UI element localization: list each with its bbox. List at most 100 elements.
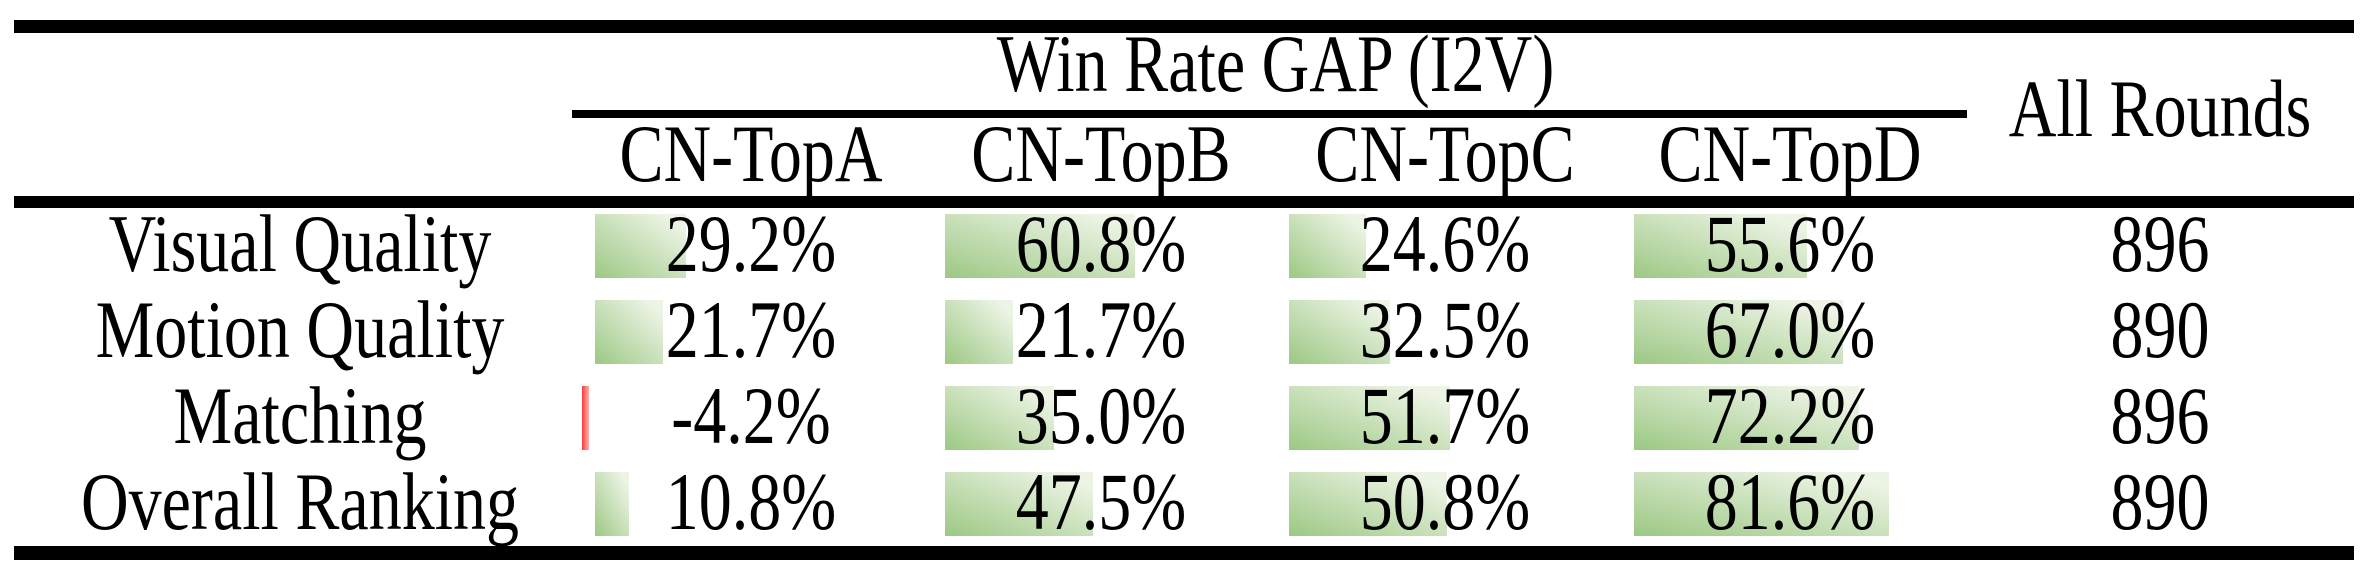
value-text: 47.5% [945, 457, 1257, 548]
value-cell: 35.0% [945, 371, 1257, 462]
value-label: 72.2% [1704, 371, 1876, 462]
value-label: 32.5% [1359, 285, 1531, 376]
column-header-cn-topa: CN-TopA [595, 109, 907, 200]
row-label: Matching [40, 371, 560, 462]
table-row: Motion Quality 21.7% 21.7% 32.5% 67.0% 8… [0, 285, 2374, 376]
value-cell: 21.7% [595, 285, 907, 376]
all-rounds-header-label: All Rounds [2008, 64, 2312, 155]
win-rate-data-bar [1289, 386, 1450, 450]
win-rate-data-bar [595, 472, 629, 536]
value-text: 72.2% [1634, 371, 1946, 462]
win-rate-data-bar [582, 386, 589, 450]
table-top-rule [14, 20, 2354, 33]
value-text: 32.5% [1289, 285, 1601, 376]
value-label: 55.6% [1704, 199, 1876, 290]
value-cell: 55.6% [1634, 199, 1946, 290]
win-rate-data-bar [1634, 300, 1843, 364]
value-label: 50.8% [1359, 457, 1531, 548]
row-label-text: Overall Ranking [80, 457, 520, 548]
all-rounds-cell: 890 [1990, 285, 2330, 376]
table-row: Matching -4.2% 35.0% 51.7% 72.2% 896 [0, 371, 2374, 462]
win-rate-data-bar [945, 300, 1013, 364]
all-rounds-cell: 890 [1990, 457, 2330, 548]
column-header-cn-topd: CN-TopD [1634, 109, 1946, 200]
table-bottom-rule [14, 546, 2354, 560]
column-header-cn-topb: CN-TopB [945, 109, 1257, 200]
value-text: 21.7% [945, 285, 1257, 376]
value-text: 67.0% [1634, 285, 1946, 376]
table-row: Visual Quality 29.2% 60.8% 24.6% 55.6% 8… [0, 199, 2374, 290]
value-label: 21.7% [665, 285, 837, 376]
group-header: Win Rate GAP (I2V) [578, 19, 1973, 110]
value-cell: 72.2% [1634, 371, 1946, 462]
value-text: 10.8% [595, 457, 907, 548]
value-label: 29.2% [665, 199, 837, 290]
value-text: 60.8% [945, 199, 1257, 290]
row-label: Visual Quality [40, 199, 560, 290]
value-cell: 21.7% [945, 285, 1257, 376]
value-label: 67.0% [1704, 285, 1876, 376]
value-text: 24.6% [1289, 199, 1601, 290]
value-cell: 32.5% [1289, 285, 1601, 376]
all-rounds-cell: 896 [1990, 199, 2330, 290]
value-cell: -4.2% [582, 371, 907, 462]
win-rate-data-bar [945, 214, 1135, 278]
value-text: 50.8% [1289, 457, 1601, 548]
win-rate-data-bar [1289, 300, 1390, 364]
row-label-text: Visual Quality [108, 199, 492, 290]
all-rounds-header: All Rounds [1990, 64, 2330, 155]
all-rounds-value: 896 [2110, 199, 2210, 290]
column-header-cn-topc: CN-TopC [1289, 109, 1601, 200]
value-label: 47.5% [1015, 457, 1187, 548]
group-header-label: Win Rate GAP (I2V) [996, 19, 1555, 110]
value-label: 24.6% [1359, 199, 1531, 290]
row-label-text: Matching [173, 371, 427, 462]
row-label-text: Motion Quality [95, 285, 505, 376]
all-rounds-cell: 896 [1990, 371, 2330, 462]
win-rate-data-bar [945, 386, 1054, 450]
win-rate-data-bar [945, 472, 1093, 536]
value-cell: 24.6% [1289, 199, 1601, 290]
value-label: 51.7% [1359, 371, 1531, 462]
value-text: 55.6% [1634, 199, 1946, 290]
value-text: 81.6% [1634, 457, 1946, 548]
all-rounds-value: 890 [2110, 285, 2210, 376]
value-cell: 50.8% [1289, 457, 1601, 548]
value-cell: 10.8% [595, 457, 907, 548]
value-cell: 29.2% [595, 199, 907, 290]
table-header-rule [14, 196, 2354, 208]
value-text: 29.2% [595, 199, 907, 290]
value-cell: 81.6% [1634, 457, 1946, 548]
win-rate-data-bar [1634, 472, 1889, 536]
win-rate-data-bar [595, 300, 663, 364]
row-label: Motion Quality [40, 285, 560, 376]
all-rounds-value: 896 [2110, 371, 2210, 462]
column-header-label: CN-TopA [619, 109, 883, 200]
value-text: 35.0% [945, 371, 1257, 462]
value-cell: 67.0% [1634, 285, 1946, 376]
value-label: 81.6% [1704, 457, 1876, 548]
value-cell: 47.5% [945, 457, 1257, 548]
table-row: Overall Ranking 10.8% 47.5% 50.8% 81.6% … [0, 457, 2374, 548]
value-label: 35.0% [1015, 371, 1187, 462]
group-header-underline [572, 110, 1967, 118]
column-header-label: CN-TopB [971, 109, 1231, 200]
win-rate-data-bar [1634, 386, 1859, 450]
value-label: 60.8% [1015, 199, 1187, 290]
value-label: 10.8% [665, 457, 837, 548]
win-rate-data-bar [1289, 472, 1447, 536]
value-label: -4.2% [671, 371, 831, 462]
value-label: 21.7% [1015, 285, 1187, 376]
value-cell: 51.7% [1289, 371, 1601, 462]
value-text: 51.7% [1289, 371, 1601, 462]
value-text: -4.2% [595, 371, 907, 462]
win-rate-data-bar [1634, 214, 1807, 278]
column-header-label: CN-TopC [1315, 109, 1575, 200]
value-text: 21.7% [595, 285, 907, 376]
value-cell: 60.8% [945, 199, 1257, 290]
win-rate-data-bar [1289, 214, 1366, 278]
row-label: Overall Ranking [40, 457, 560, 548]
all-rounds-value: 890 [2110, 457, 2210, 548]
column-header-label: CN-TopD [1658, 109, 1922, 200]
